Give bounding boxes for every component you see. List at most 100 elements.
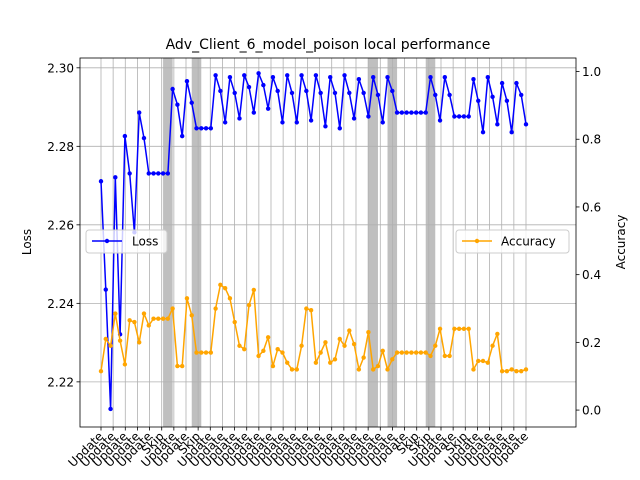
- data-point-loss-82: [490, 94, 495, 100]
- data-point-loss-45: [313, 73, 319, 78]
- data-point-accuracy-54: [356, 367, 362, 372]
- grid-lines: [80, 58, 576, 427]
- data-point-loss-17: [179, 133, 185, 139]
- data-point-loss-64: [404, 110, 409, 115]
- data-point-loss-10: [146, 171, 151, 176]
- data-point-accuracy-16: [175, 363, 180, 369]
- data-point-loss-37: [275, 88, 280, 94]
- data-point-loss-39: [285, 73, 290, 78]
- data-point-accuracy-37: [275, 346, 280, 352]
- data-point-accuracy-80: [480, 358, 486, 364]
- data-point-accuracy-61: [390, 357, 395, 362]
- data-point-accuracy-83: [495, 331, 500, 337]
- data-point-loss-54: [356, 76, 362, 82]
- legend-loss-marker: [104, 238, 110, 244]
- data-point-accuracy-42: [299, 343, 304, 348]
- data-point-accuracy-49: [332, 357, 338, 362]
- data-point-accuracy-28: [232, 319, 237, 325]
- data-point-accuracy-56: [366, 330, 371, 335]
- data-point-accuracy-50: [337, 336, 342, 342]
- y-tick-label-right-4: 0.8: [582, 133, 601, 147]
- data-point-loss-16: [175, 102, 180, 107]
- data-point-loss-73: [447, 92, 452, 98]
- data-point-accuracy-46: [318, 350, 323, 355]
- data-point-loss-23: [208, 126, 214, 131]
- data-point-accuracy-15: [170, 306, 175, 311]
- data-point-accuracy-26: [222, 286, 228, 291]
- data-point-accuracy-45: [313, 360, 319, 365]
- data-point-accuracy-52: [347, 328, 352, 333]
- y-axis-label-left: Loss: [20, 229, 34, 255]
- data-point-loss-32: [251, 110, 257, 115]
- data-point-loss-49: [332, 90, 338, 96]
- data-point-accuracy-74: [452, 326, 457, 332]
- data-point-accuracy-19: [189, 313, 194, 318]
- data-point-loss-41: [294, 120, 299, 125]
- data-point-loss-22: [203, 126, 209, 131]
- data-point-loss-47: [323, 124, 328, 129]
- data-point-accuracy-7: [132, 319, 137, 325]
- data-point-loss-6: [127, 171, 132, 176]
- data-point-accuracy-25: [218, 282, 223, 288]
- legend-loss-label: Loss: [132, 235, 158, 249]
- data-point-loss-68: [423, 110, 428, 115]
- data-point-accuracy-75: [456, 326, 462, 332]
- data-point-loss-71: [437, 118, 443, 123]
- y-axis-label-right: Accuracy: [614, 215, 628, 270]
- y-tick-label-left-2: 2.26: [47, 218, 74, 232]
- data-point-accuracy-87: [514, 368, 519, 374]
- data-point-loss-51: [342, 73, 347, 78]
- data-point-accuracy-43: [304, 306, 309, 311]
- data-point-accuracy-20: [194, 350, 199, 355]
- data-point-accuracy-71: [437, 326, 443, 332]
- data-point-accuracy-69: [428, 353, 433, 359]
- data-point-accuracy-8: [137, 340, 142, 345]
- data-point-loss-28: [232, 90, 237, 96]
- data-point-loss-21: [199, 126, 204, 131]
- data-point-accuracy-36: [270, 363, 276, 369]
- data-point-loss-58: [375, 92, 381, 98]
- data-point-loss-35: [265, 106, 271, 111]
- data-point-loss-24: [213, 73, 218, 78]
- data-point-accuracy-84: [499, 368, 505, 374]
- data-point-accuracy-17: [179, 363, 185, 369]
- data-point-accuracy-47: [323, 340, 328, 345]
- skip-region-2: [368, 58, 378, 427]
- data-point-accuracy-11: [151, 316, 156, 321]
- data-point-loss-76: [461, 114, 467, 119]
- data-point-loss-84: [499, 80, 505, 86]
- data-point-accuracy-55: [361, 355, 366, 360]
- y-tick-label-right-3: 0.6: [582, 200, 601, 214]
- y-tick-label-right-2: 0.4: [582, 268, 601, 282]
- data-point-accuracy-4: [117, 338, 123, 343]
- data-point-accuracy-59: [380, 348, 385, 354]
- data-point-loss-79: [476, 98, 481, 103]
- data-point-accuracy-34: [261, 348, 266, 354]
- data-point-loss-42: [299, 73, 304, 78]
- data-point-loss-63: [399, 110, 405, 115]
- data-point-accuracy-66: [413, 350, 419, 355]
- data-point-loss-5: [122, 133, 128, 139]
- data-point-loss-67: [418, 110, 424, 115]
- data-point-loss-14: [165, 171, 171, 176]
- data-point-loss-48: [328, 75, 333, 80]
- data-point-loss-62: [394, 110, 400, 115]
- data-point-accuracy-48: [328, 360, 333, 365]
- data-point-accuracy-44: [308, 308, 314, 313]
- data-point-loss-11: [151, 171, 156, 176]
- data-point-loss-40: [289, 90, 295, 96]
- data-point-loss-26: [222, 120, 228, 125]
- data-point-loss-43: [304, 88, 309, 94]
- data-point-accuracy-29: [237, 343, 242, 348]
- data-point-accuracy-77: [466, 326, 471, 332]
- legend-loss-box: [85, 229, 168, 254]
- data-point-loss-80: [480, 129, 486, 135]
- legend-accuracy: Accuracy: [455, 229, 570, 254]
- data-point-loss-38: [280, 120, 285, 125]
- right-axis: 0.0 0.2 0.4 0.6 0.8 1.0: [576, 65, 601, 418]
- data-point-loss-27: [227, 75, 233, 80]
- data-point-accuracy-27: [227, 296, 233, 301]
- legend-loss: Loss: [85, 229, 168, 254]
- data-point-loss-77: [466, 114, 471, 119]
- data-point-loss-33: [256, 71, 261, 76]
